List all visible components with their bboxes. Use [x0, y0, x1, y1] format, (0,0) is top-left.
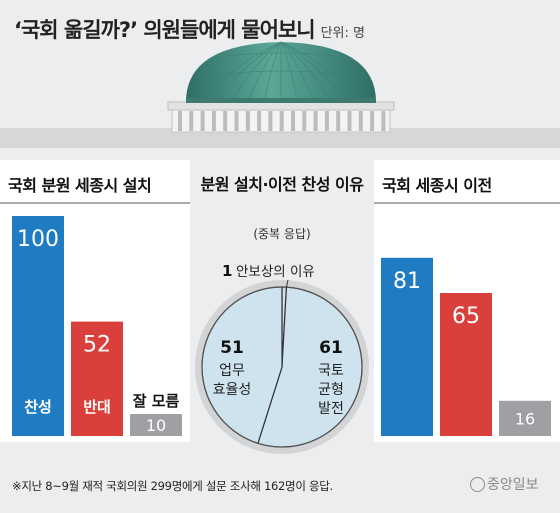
pie-category-label: 국토 — [318, 363, 344, 379]
right-panel-title: 국회 세종시 이전 — [382, 176, 492, 195]
assembly-building-icon — [0, 41, 560, 148]
footer-note: ※지난 8~9월 재적 국회의원 299명에게 설문 조사해 162명이 응답. — [12, 479, 333, 493]
bar-value-label: 81 — [393, 269, 421, 294]
bar-value-label: 16 — [515, 409, 535, 428]
bar-value-label: 52 — [83, 333, 111, 358]
pie-category-label: 안보상의 이유 — [236, 264, 315, 280]
pie-category-label: 발전 — [318, 401, 344, 417]
bar — [130, 414, 182, 436]
bar-value-label: 10 — [146, 416, 166, 435]
pie-chart-subtitle: (중복 응답) — [253, 227, 311, 241]
bar-category-label: 잘 모름 — [133, 392, 180, 410]
left-panel-title: 국회 분원 세종시 설치 — [8, 176, 152, 195]
unit-label: 단위: 명 — [320, 26, 365, 41]
pie-category-label: 균형 — [318, 382, 344, 398]
headline: ‘국회 옮길까?’ 의원들에게 물어보니 단위: 명 — [14, 14, 365, 44]
bar — [381, 257, 433, 436]
bar-category-label: 찬성 — [24, 398, 52, 416]
publisher-logo: 중앙일보 — [470, 474, 539, 494]
bar-category-label: 반대 — [83, 398, 111, 416]
publisher-name: 중앙일보 — [487, 477, 539, 493]
bar-value-label: 100 — [17, 227, 59, 252]
bar — [499, 400, 551, 436]
pie-value-label: 61 — [319, 338, 343, 358]
bar — [71, 321, 123, 436]
logo-mark-icon — [470, 476, 485, 492]
bar — [440, 293, 492, 436]
pie-value-label: 51 — [220, 338, 244, 358]
bar-value-label: 65 — [452, 304, 480, 329]
pie-category-label: 효율성 — [213, 382, 252, 398]
bar — [12, 216, 64, 436]
pie-chart-title: 분원 설치·이전 찬성 이유 — [200, 175, 365, 194]
pie-category-label: 업무 — [219, 363, 245, 379]
pie-value-label: 1 — [222, 262, 232, 280]
headline-title: ‘국회 옮길까?’ 의원들에게 물어보니 — [14, 18, 316, 42]
